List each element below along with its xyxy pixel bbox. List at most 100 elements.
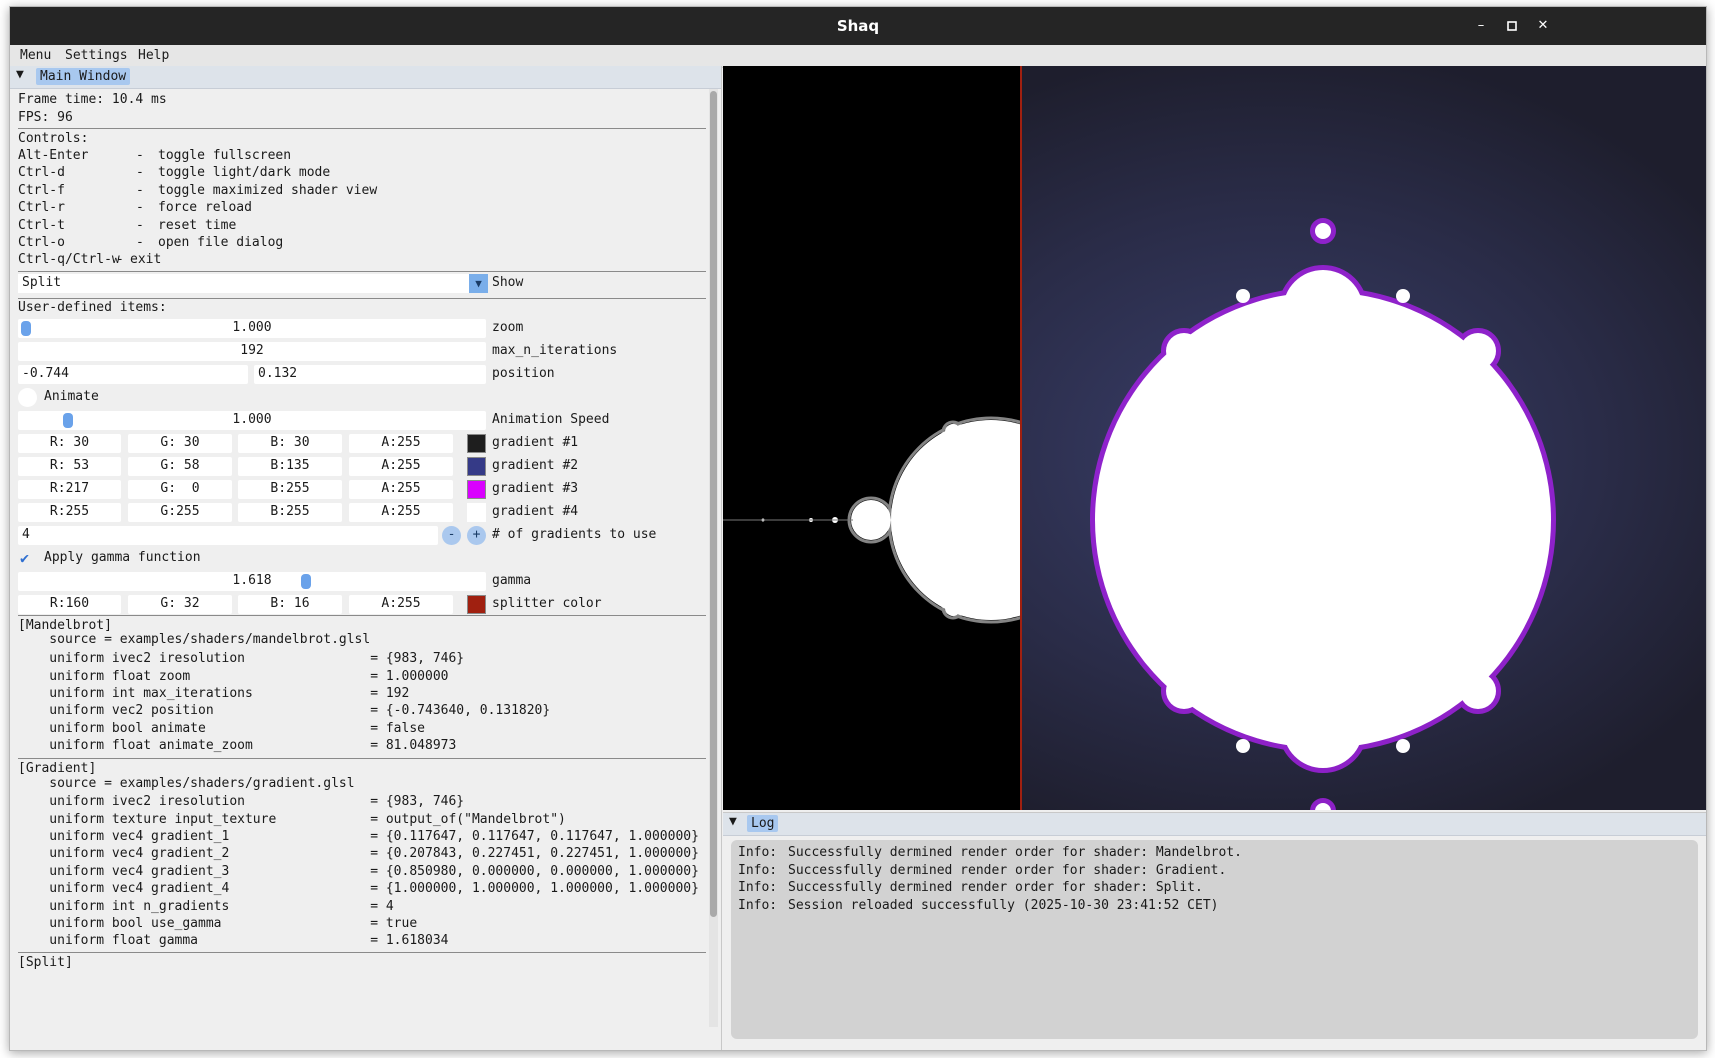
splitter-a[interactable]: A:255 <box>349 595 453 614</box>
zoom-slider[interactable]: 1.000 <box>18 319 486 338</box>
menu-settings[interactable]: Settings <box>65 48 128 63</box>
info-line: uniform vec2 position = {-0.743640, 0.13… <box>18 703 551 718</box>
gradient-3-swatch[interactable] <box>467 480 486 499</box>
gradient-3-b[interactable]: B:255 <box>238 480 342 499</box>
info-line: uniform float zoom = 1.000000 <box>18 669 449 684</box>
controls-title: Controls: <box>18 131 89 146</box>
channel-value: R: 53 <box>49 458 90 473</box>
info-line: uniform vec4 gradient_3 = {0.850980, 0.0… <box>18 864 699 879</box>
control-dash: - <box>136 183 144 198</box>
channel-value: A:255 <box>381 481 421 496</box>
control-desc: toggle fullscreen <box>158 148 292 163</box>
gradient-4-r[interactable]: R:255 <box>18 503 121 522</box>
show-select-value: Split <box>22 275 62 290</box>
info-line: source = examples/shaders/gradient.glsl <box>18 776 355 791</box>
info-line: uniform int max_iterations = 192 <box>18 686 410 701</box>
log-message: Successfully dermined render order for s… <box>788 880 1203 895</box>
close-icon[interactable]: ✕ <box>1537 18 1549 33</box>
gamma-label: gamma <box>492 573 532 588</box>
splitter-b[interactable]: B: 16 <box>238 595 342 614</box>
control-desc: reset time <box>158 218 237 233</box>
gradient-1-swatch[interactable] <box>467 434 486 453</box>
gradient-4-g[interactable]: G:255 <box>128 503 232 522</box>
gradient-3-a[interactable]: A:255 <box>349 480 453 499</box>
max-iterations-field[interactable]: 192 <box>18 342 486 361</box>
channel-value: B: 30 <box>270 435 310 450</box>
gradient-1-a[interactable]: A:255 <box>349 434 453 453</box>
gamma-slider[interactable]: 1.618 <box>18 572 486 591</box>
gradient-1-r[interactable]: R: 30 <box>18 434 121 453</box>
control-dash: - <box>136 200 144 215</box>
info-line: uniform bool animate = false <box>18 721 425 736</box>
animation-speed-slider[interactable]: 1.000 <box>18 411 486 430</box>
gradient-4-a[interactable]: A:255 <box>349 503 453 522</box>
gradient-3-r[interactable]: R:217 <box>18 480 121 499</box>
channel-value: R:217 <box>49 481 90 496</box>
collapse-arrow-icon[interactable]: ▼ <box>729 814 737 829</box>
chevron-down-icon[interactable]: ▼ <box>469 274 488 293</box>
title-bar[interactable]: Shaq – ✕ <box>10 7 1706 45</box>
splitter-g[interactable]: G: 32 <box>128 595 232 614</box>
channel-value: A:255 <box>381 504 421 519</box>
user-items-title: User-defined items: <box>18 300 167 315</box>
position-x-field[interactable]: -0.744 <box>18 365 248 384</box>
gradient-4-swatch[interactable] <box>467 503 486 522</box>
control-dash: - <box>136 218 144 233</box>
zoom-slider-knob[interactable] <box>21 321 31 336</box>
gradient-2-a[interactable]: A:255 <box>349 457 453 476</box>
menu-bar: Menu Settings Help <box>10 45 1706 68</box>
control-desc: force reload <box>158 200 252 215</box>
collapse-arrow-icon[interactable]: ▼ <box>16 67 24 82</box>
gradient-2-r[interactable]: R: 53 <box>18 457 121 476</box>
info-line: uniform vec4 gradient_1 = {0.117647, 0.1… <box>18 829 699 844</box>
shader-viewport[interactable] <box>723 66 1706 810</box>
log-body[interactable]: Info: Successfully dermined render order… <box>731 840 1698 1039</box>
gamma-value: 1.618 <box>232 573 272 588</box>
gradient-2-swatch[interactable] <box>467 457 486 476</box>
gradient-2-g[interactable]: G: 58 <box>128 457 232 476</box>
position-x-value: -0.744 <box>22 366 69 381</box>
gradient-1-g[interactable]: G: 30 <box>128 434 232 453</box>
control-dash: - <box>136 235 144 250</box>
scrollbar-thumb[interactable] <box>710 91 717 917</box>
log-message: Successfully dermined render order for s… <box>788 863 1227 878</box>
gradient-2-b[interactable]: B:135 <box>238 457 342 476</box>
animation-speed-knob[interactable] <box>63 413 73 428</box>
gamma-slider-knob[interactable] <box>301 574 311 589</box>
main-window-panel: ▼ Main Window Frame time: 10.4 ms FPS: 9… <box>10 66 722 1050</box>
log-level: Info: <box>738 880 778 895</box>
channel-value: R: 30 <box>49 435 90 450</box>
log-panel: ▼ Log Info: Successfully dermined render… <box>723 812 1706 1050</box>
channel-value: R:160 <box>49 596 90 611</box>
animate-checkbox[interactable] <box>18 388 37 407</box>
log-tab[interactable]: Log <box>747 815 779 832</box>
menu-help[interactable]: Help <box>138 48 170 63</box>
maximize-icon[interactable] <box>1501 15 1523 37</box>
menu-menu[interactable]: Menu <box>20 48 52 63</box>
control-key: Ctrl-r <box>18 200 65 215</box>
channel-value: A:255 <box>381 435 421 450</box>
channel-value: B:135 <box>270 458 310 473</box>
info-line: uniform float gamma = 1.618034 <box>18 933 449 948</box>
splitter-line[interactable] <box>1020 66 1022 810</box>
zoom-value: 1.000 <box>232 320 272 335</box>
increment-button[interactable]: + <box>467 526 486 545</box>
main-window-tab[interactable]: Main Window <box>36 68 131 85</box>
decrement-button[interactable]: - <box>442 526 461 545</box>
gradient-3-g[interactable]: G: 0 <box>128 480 232 499</box>
checkmark-icon[interactable]: ✔ <box>20 549 30 567</box>
divider <box>18 271 706 272</box>
show-select[interactable]: Split ▼ <box>18 274 488 293</box>
minimize-icon[interactable]: – <box>1477 18 1485 33</box>
position-y-field[interactable]: 0.132 <box>254 365 486 384</box>
info-line: uniform bool use_gamma = true <box>18 916 418 931</box>
scrollbar[interactable] <box>709 89 718 1027</box>
show-label: Show <box>492 275 524 290</box>
n-gradients-field[interactable]: 4 <box>18 526 438 545</box>
animation-speed-value: 1.000 <box>232 412 272 427</box>
splitter-r[interactable]: R:160 <box>18 595 121 614</box>
splitter-swatch[interactable] <box>467 595 486 614</box>
log-header: ▼ Log <box>723 813 1706 836</box>
gradient-4-b[interactable]: B:255 <box>238 503 342 522</box>
gradient-1-b[interactable]: B: 30 <box>238 434 342 453</box>
